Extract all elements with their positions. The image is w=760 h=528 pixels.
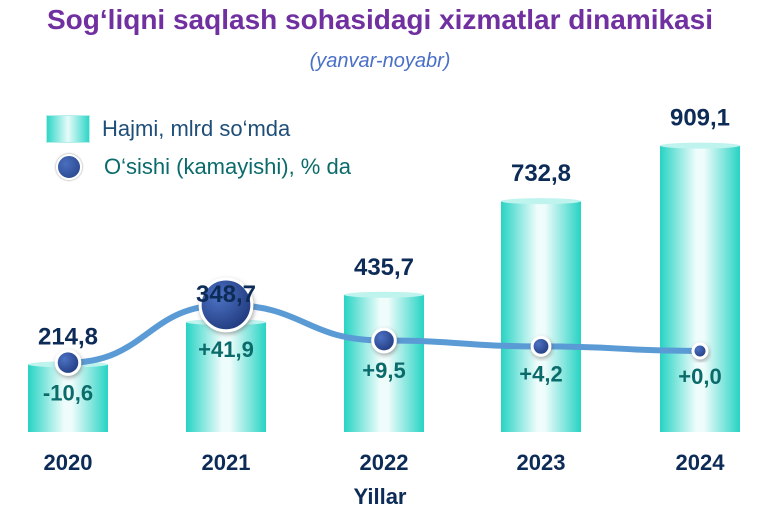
- x-axis-label: Yillar: [353, 484, 407, 509]
- growth-value-label-2022: +9,5: [362, 358, 405, 383]
- legend-item-growth: O‘sishi (kamayishi), % da: [46, 148, 351, 186]
- growth-marker-2024: [691, 342, 709, 360]
- legend-bar-swatch: [46, 115, 90, 143]
- growth-line-series: [54, 277, 709, 376]
- data-labels: 214,8 348,7 435,7 732,8 909,1 -10,6 +41,9 +9,5 +…: [38, 105, 730, 406]
- x-tick-label-2024: 2024: [676, 450, 726, 475]
- bar-value-label-2022: 435,7: [354, 254, 414, 281]
- bar-2022: [344, 294, 424, 432]
- growth-marker-2023: [530, 335, 552, 357]
- growth-value-label-2020: -10,6: [43, 380, 93, 405]
- bar-value-label-2023: 732,8: [511, 160, 571, 187]
- legend-item-volume: Hajmi, mlrd so‘mda: [46, 110, 351, 148]
- bar-top-2022: [344, 291, 424, 298]
- bar-value-label-2024: 909,1: [670, 105, 730, 132]
- legend: Hajmi, mlrd so‘mda O‘sishi (kamayishi), …: [46, 110, 351, 186]
- growth-marker-2020: [54, 349, 82, 376]
- growth-value-label-2023: +4,2: [519, 361, 562, 386]
- growth-marker-2021: [198, 277, 254, 333]
- growth-value-label-2021: +41,9: [198, 337, 254, 362]
- x-axis-ticks: 2020 2021 2022 2023 2024: [44, 450, 726, 475]
- bar-2024: [660, 145, 740, 433]
- bar-2023: [501, 201, 581, 432]
- legend-volume-label: Hajmi, mlrd so‘mda: [102, 116, 291, 141]
- bar-top-2024: [660, 142, 740, 149]
- x-tick-label-2022: 2022: [360, 450, 409, 475]
- bar-value-label-2021: 348,7: [196, 281, 256, 308]
- chart-subtitle: (yanvar-noyabr): [309, 50, 451, 72]
- legend-growth-label: O‘sishi (kamayishi), % da: [104, 154, 351, 179]
- bar-series: [28, 142, 740, 433]
- growth-marker-2022: [371, 327, 397, 354]
- x-tick-label-2023: 2023: [517, 450, 566, 475]
- x-tick-label-2021: 2021: [202, 450, 251, 475]
- legend-dot-swatch: [56, 154, 82, 180]
- growth-value-label-2024: +0,0: [678, 364, 721, 389]
- bar-2021: [186, 322, 266, 432]
- x-tick-label-2020: 2020: [44, 450, 93, 475]
- bar-value-label-2020: 214,8: [38, 323, 98, 350]
- chart-title: Sog‘liqni saqlash sohasidagi xizmatlar d…: [47, 4, 713, 35]
- bar-top-2023: [501, 198, 581, 205]
